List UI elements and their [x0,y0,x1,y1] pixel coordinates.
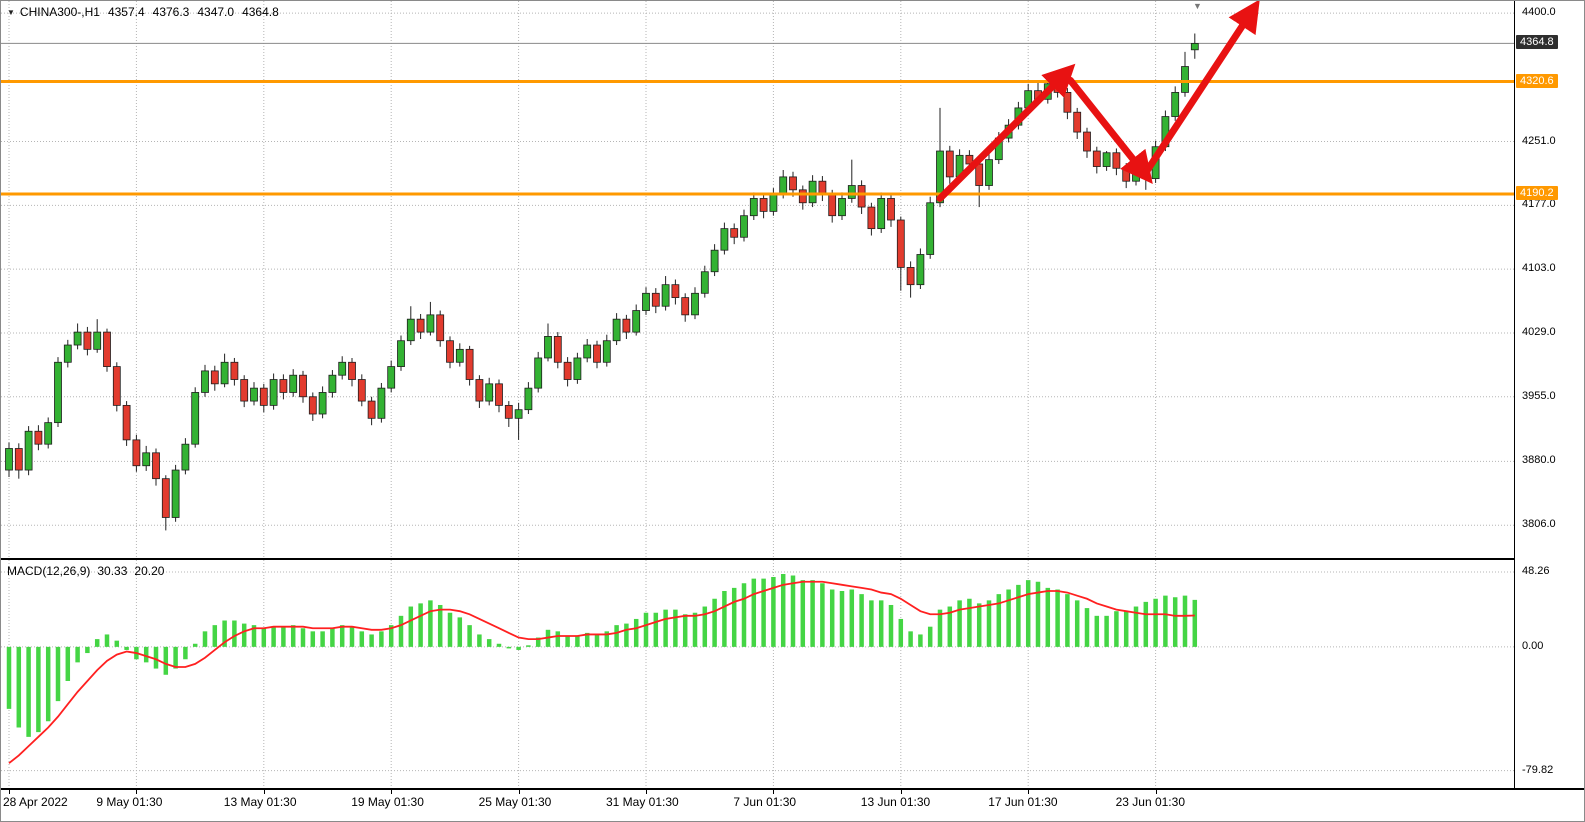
time-tick-mark [518,790,520,794]
ohlc-open: 4357.4 [107,5,145,19]
ohlc-close: 4364.8 [242,5,279,19]
macd-signal-value: 20.20 [134,564,165,578]
macd-grid [1,560,1514,788]
price-axis-label: 4029.0 [1522,325,1556,338]
macd-header: MACD(12,26,9) 30.33 20.20 [7,564,164,578]
price-axis-label: 4103.0 [1522,262,1556,275]
time-tick-mark [391,790,393,794]
time-tick-mark [136,790,138,794]
time-axis-label: 28 Apr 2022 [3,795,68,809]
time-tick-mark [900,790,902,794]
time-axis-label: 19 May 01:30 [351,795,424,809]
time-axis-label: 31 May 01:30 [606,795,679,809]
ohlc-low: 4347.0 [197,5,235,19]
time-tick-mark [773,790,775,794]
time-tick-mark [1155,790,1157,794]
macd-main-value: 30.33 [97,564,128,578]
panel-separator[interactable] [1,558,1584,560]
time-axis-label: 13 Jun 01:30 [860,795,931,809]
macd-label: MACD(12,26,9) [7,564,91,578]
price-axis-label: 4400.0 [1522,6,1556,19]
trend-arrows[interactable] [936,1,1260,202]
symbol-header: ▼ CHINA300-,H1 4357.4 4376.3 4347.0 4364.8 [7,5,279,19]
price-axis-label: 3955.0 [1522,389,1556,402]
time-axis-label: 7 Jun 01:30 [733,795,797,809]
symbol-title: CHINA300-,H1 [19,5,100,19]
price-badge: 4364.8 [1516,35,1558,50]
price-axis-label: 3806.0 [1522,518,1556,531]
chart-shift-marker[interactable]: ▼ [1193,1,1202,11]
main-price-chart[interactable] [1,1,1514,558]
time-axis-label: 13 May 01:30 [223,795,297,809]
horizontal-level-lines[interactable] [1,80,1514,196]
price-axis-label: 4251.0 [1522,134,1556,147]
symbol-dropdown-icon[interactable]: ▼ [7,8,15,17]
time-tick-mark [9,790,10,794]
price-badge: 4190.2 [1516,185,1558,200]
axis-separator-horizontal [1,788,1584,790]
time-tick-mark [263,790,265,794]
macd-axis-label: 0.00 [1522,639,1544,652]
time-tick-mark [1028,790,1030,794]
time-tick-mark [646,790,647,794]
price-axis-label: 4177.0 [1522,198,1556,211]
ohlc-high: 4376.3 [152,5,190,19]
macd-axis-label: 48.26 [1522,565,1550,577]
time-axis-label: 25 May 01:30 [478,795,552,809]
macd-axis-label: -79.82 [1522,763,1554,776]
time-axis-label: 23 Jun 01:30 [1115,795,1185,809]
price-badge: 4320.6 [1516,73,1558,88]
candles-series[interactable] [5,33,1199,531]
time-axis-label: 17 Jun 01:30 [988,795,1058,809]
time-axis-label: 9 May 01:30 [96,795,163,809]
price-axis-label: 3880.0 [1522,454,1556,467]
time-axis[interactable]: 28 Apr 2022 9 May 01:30 13 May 01:30 19 May… [1,790,1514,821]
macd-signal-line [8,580,1195,764]
macd-histogram [6,573,1198,737]
main-grid [1,1,1514,558]
price-axis[interactable]: 4400.0 4251.0 4177.0 4103.0 4029.0 3955.0 3880… [1514,1,1584,788]
macd-indicator-chart[interactable] [1,560,1514,788]
